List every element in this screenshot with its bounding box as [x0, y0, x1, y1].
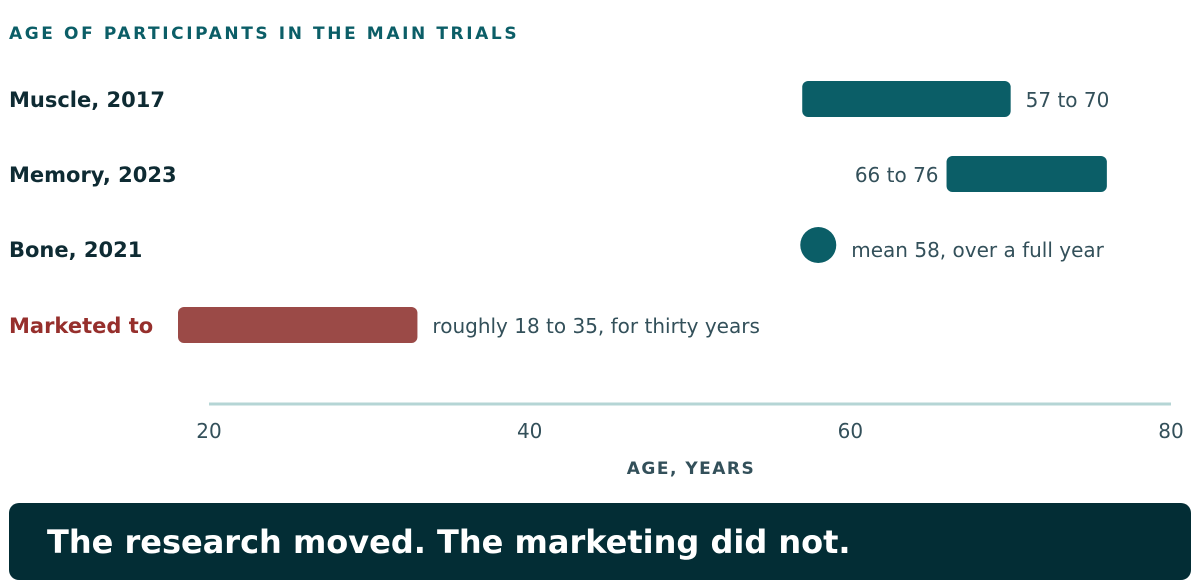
chart-title: AGE OF PARTICIPANTS IN THE MAIN TRIALS [9, 24, 520, 44]
row-label-marketed-to: Marketed to [9, 314, 153, 338]
conclusion-banner: The research moved. The marketing did no… [9, 503, 1191, 580]
x-axis-title: AGE, YEARS [627, 459, 756, 479]
conclusion-text: The research moved. The marketing did no… [47, 523, 851, 561]
row-label-memory-2023: Memory, 2023 [9, 163, 177, 187]
annotation-memory-2023: 66 to 76 [855, 163, 939, 187]
point-bone-2021 [800, 227, 837, 263]
bar-marketed-to [178, 307, 418, 343]
x-tick-label-80: 80 [1158, 419, 1183, 443]
age-range-chart: Muscle, 2017 57 to 70 Memory, 2023 66 to 76… [9, 81, 1184, 479]
annotation-bone-2021: mean 58, over a full year [851, 238, 1104, 262]
row-label-muscle-2017: Muscle, 2017 [9, 88, 165, 112]
annotation-marketed-to: roughly 18 to 35, for thirty years [432, 314, 759, 338]
x-tick-label-40: 40 [517, 419, 542, 443]
row-label-bone-2021: Bone, 2021 [9, 238, 142, 262]
bar-memory-2023 [946, 156, 1107, 192]
bar-muscle-2017 [802, 81, 1011, 117]
x-tick-label-20: 20 [196, 419, 221, 443]
annotation-muscle-2017: 57 to 70 [1026, 88, 1110, 112]
x-tick-label-60: 60 [838, 419, 863, 443]
